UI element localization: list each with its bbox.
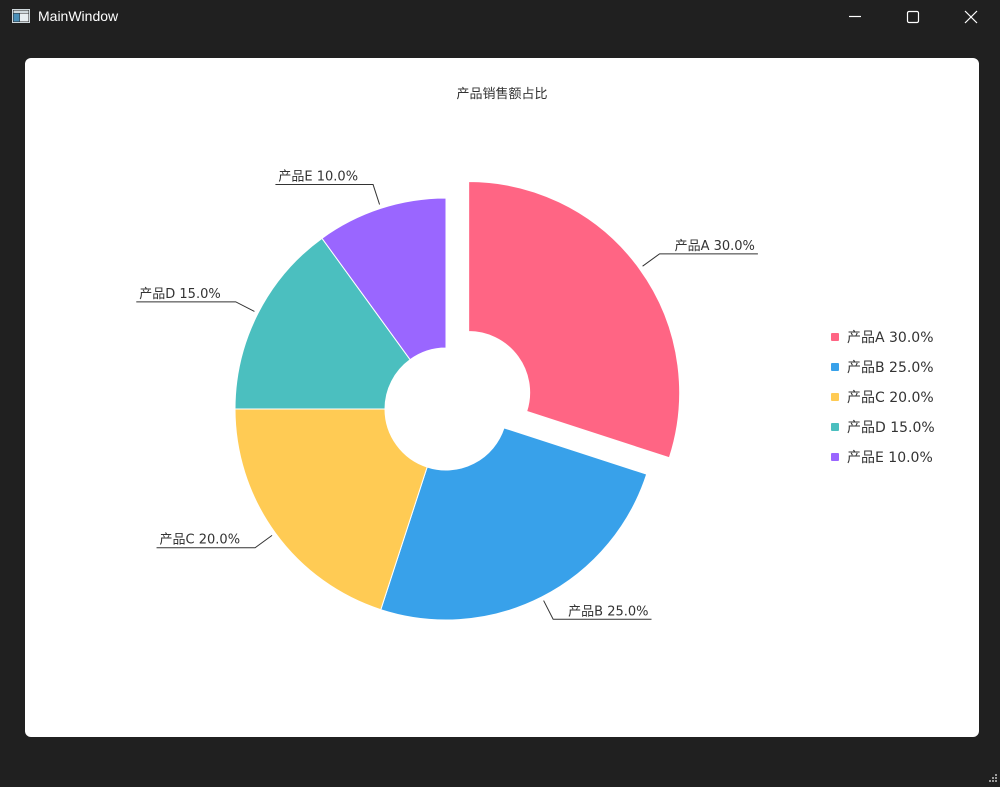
pie-slices [234, 181, 681, 621]
title-bar[interactable]: MainWindow [0, 0, 1000, 34]
slice-leader-line-4 [136, 301, 255, 312]
pie-chart: 产品销售额占比 产品A 30.0% 产品B 25.0% 产品C 20.0% 产品D 1… [136, 86, 935, 621]
pie-slice-5[interactable] [321, 197, 447, 361]
chart-card: 产品销售额占比 产品A 30.0% 产品B 25.0% 产品C 20.0% 产品D 1… [25, 58, 979, 737]
legend-swatch-1 [831, 333, 839, 341]
slice-label-3: 产品C 20.0% [160, 533, 241, 548]
slice-leader-line-2 [543, 600, 652, 620]
legend-swatch-5 [831, 453, 839, 461]
legend-label-4[interactable]: 产品D 15.0% [847, 420, 935, 436]
maximize-icon [906, 10, 920, 24]
close-button[interactable] [942, 0, 1000, 34]
slice-leader-line-5 [275, 184, 381, 205]
legend-label-3[interactable]: 产品C 20.0% [847, 390, 934, 406]
window-title: MainWindow [38, 8, 119, 24]
legend-swatch-3 [831, 393, 839, 401]
slice-label-1: 产品A 30.0% [675, 239, 755, 254]
app-window-icon [12, 9, 30, 23]
slice-labels: 产品A 30.0% 产品B 25.0% 产品C 20.0% 产品D 15.0% 产品E … [136, 170, 758, 620]
pie-slice-1[interactable] [468, 181, 681, 459]
maximize-button[interactable] [884, 0, 942, 34]
slice-label-2: 产品B 25.0% [568, 604, 648, 619]
slice-leader-line-1 [642, 253, 758, 267]
chart-legend[interactable]: 产品A 30.0% 产品B 25.0% 产品C 20.0% 产品D 15.0% 产品E … [831, 330, 935, 466]
close-icon [964, 10, 978, 24]
slice-label-5: 产品E 10.0% [278, 170, 358, 185]
legend-label-2[interactable]: 产品B 25.0% [847, 360, 934, 376]
legend-swatch-4 [831, 423, 839, 431]
minimize-button[interactable] [826, 0, 884, 34]
legend-swatch-2 [831, 363, 839, 371]
legend-label-5[interactable]: 产品E 10.0% [847, 450, 933, 466]
minimize-icon [849, 15, 861, 18]
slice-leader-line-3 [156, 534, 273, 549]
chart-title: 产品销售额占比 [456, 86, 547, 102]
pie-slice-4[interactable] [234, 237, 411, 410]
slice-label-4: 产品D 15.0% [139, 287, 220, 302]
resize-grip-icon[interactable] [986, 773, 998, 785]
legend-label-1[interactable]: 产品A 30.0% [847, 330, 934, 346]
pie-slice-2[interactable] [380, 427, 648, 621]
pie-slice-3[interactable] [234, 408, 428, 611]
